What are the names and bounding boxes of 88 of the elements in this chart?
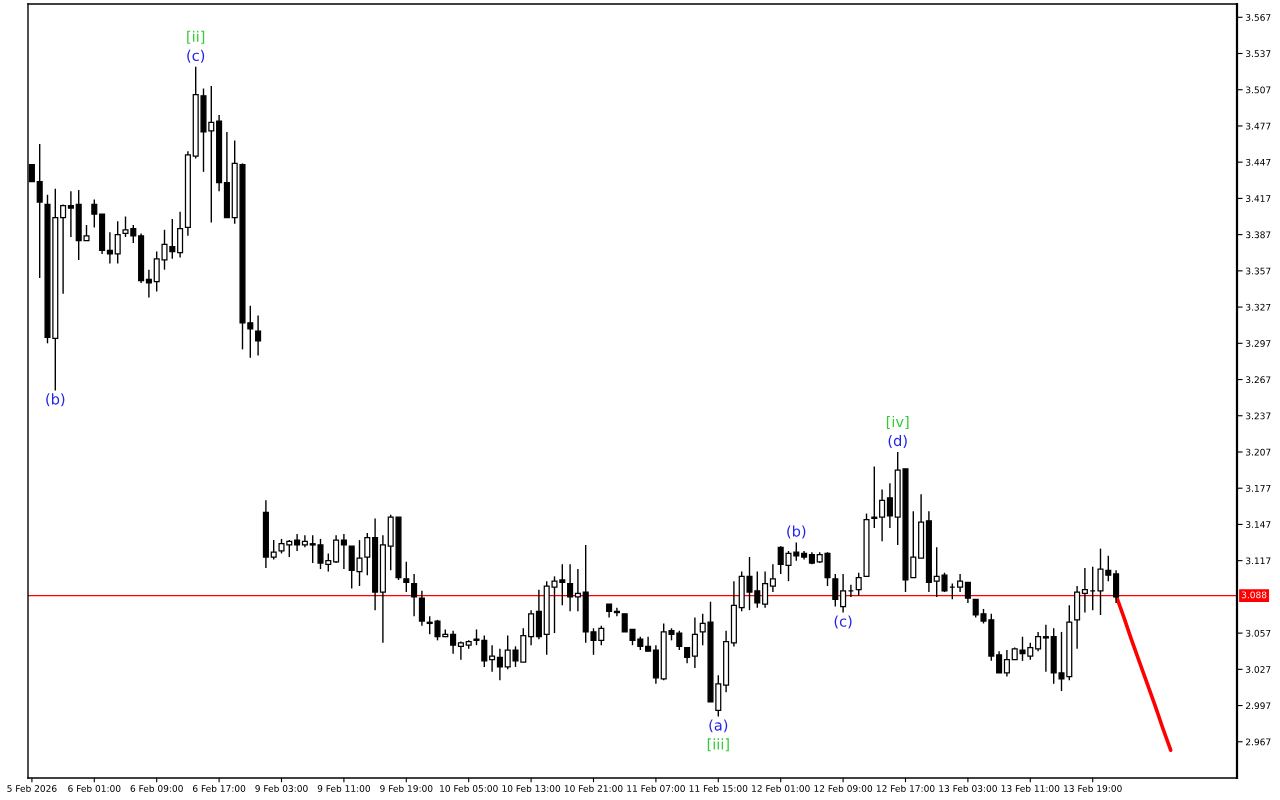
y-tick-label: 3.267: [1246, 376, 1271, 384]
candlestick: [964, 581, 971, 604]
candlestick: [1081, 567, 1088, 614]
candlestick: [855, 572, 862, 597]
y-tick-label: 3.057: [1246, 629, 1271, 637]
x-tick-label: 6 Feb 09:00: [130, 784, 183, 792]
candlestick: [613, 607, 620, 617]
candlestick: [418, 590, 425, 627]
x-tick-label: 9 Feb 19:00: [380, 784, 433, 792]
y-tick-label: 3.237: [1246, 412, 1271, 420]
y-tick-label: 3.387: [1246, 231, 1271, 239]
y-tick-label: 3.177: [1246, 484, 1271, 492]
y-tick-label: 3.027: [1246, 666, 1271, 673]
candlestick: [1042, 623, 1049, 673]
candlestick: [886, 482, 893, 529]
x-tick-label: 13 Feb 19:00: [1064, 784, 1122, 792]
candlestick: [106, 231, 113, 265]
x-tick-label: 10 Feb 21:00: [564, 784, 623, 792]
candlestick: [270, 539, 277, 561]
x-tick-label: 12 Feb 17:00: [876, 784, 935, 792]
candlestick: [645, 636, 652, 652]
candlestick: [340, 533, 347, 570]
candlestick: [528, 609, 535, 646]
x-tick-label: 13 Feb 11:00: [1001, 784, 1060, 792]
candlestick: [762, 570, 769, 609]
y-tick-label: 3.327: [1246, 303, 1271, 311]
candlestick: [114, 220, 121, 265]
candlestick: [411, 573, 418, 617]
annotation: (a): [709, 719, 728, 733]
candlestick: [871, 465, 878, 529]
y-tick-label: 3.297: [1246, 340, 1271, 347]
y-tick-label: 2.997: [1245, 702, 1271, 710]
candlestick: [255, 314, 262, 357]
candlestick: [60, 203, 67, 295]
y-tick-label: 3.417: [1246, 195, 1271, 202]
candlestick: [91, 198, 98, 229]
annotation: [iii]: [707, 738, 729, 752]
y-tick-label: 3.567: [1246, 14, 1271, 21]
y-tick-label: 3.537: [1246, 50, 1271, 58]
annotation: (b): [46, 393, 65, 407]
candlestick: [567, 563, 574, 613]
candlestick: [67, 190, 74, 238]
candlestick: [840, 573, 847, 614]
annotation: (c): [834, 615, 852, 629]
y-tick-label: 3.357: [1246, 267, 1271, 275]
x-tick-label: 12 Feb 01:00: [752, 784, 810, 792]
candlestick: [996, 650, 1003, 674]
candlestick: [145, 268, 152, 299]
candlestick: [364, 532, 371, 576]
annotation: (b): [787, 525, 806, 539]
annotation: [iv]: [886, 415, 909, 429]
y-tick-label: 3.477: [1246, 122, 1271, 130]
candlestick: [333, 534, 340, 564]
y-tick-label: 3.207: [1246, 448, 1271, 456]
y-tick-label: 3.507: [1246, 86, 1271, 94]
candlestick: [1035, 631, 1042, 652]
candlestick: [1003, 649, 1010, 678]
candlestick: [1113, 569, 1120, 604]
x-tick-label: 12 Feb 09:00: [814, 784, 873, 792]
annotation: (c): [187, 49, 205, 63]
x-tick-label: 11 Feb 07:00: [627, 784, 685, 792]
x-tick-label: 10 Feb 05:00: [440, 784, 498, 792]
x-tick-label: 9 Feb 03:00: [255, 784, 308, 792]
x-tick-label: 10 Feb 13:00: [502, 784, 561, 792]
candlestick: [496, 648, 503, 681]
y-tick-label: 2.967: [1245, 738, 1271, 746]
ref-line-label: 3.088: [1241, 591, 1267, 599]
candlestick: [450, 629, 457, 655]
candlestick: [574, 568, 581, 613]
candlestick: [691, 616, 698, 669]
candlestick: [36, 143, 43, 279]
x-tick-label: 13 Feb 03:00: [939, 784, 997, 792]
x-tick-label: 11 Feb 15:00: [689, 784, 748, 792]
candlestick: [489, 644, 496, 673]
x-tick-label: 5 Feb 2026: [7, 784, 57, 792]
candlestick: [832, 573, 839, 608]
candlestick: [879, 488, 886, 543]
annotation: (d): [888, 434, 907, 448]
y-tick-label: 3.117: [1246, 557, 1271, 565]
candlestick: [769, 563, 776, 593]
candlestick: [957, 573, 964, 593]
annotation: [ii]: [187, 30, 205, 44]
x-tick-label: 6 Feb 17:00: [192, 784, 246, 792]
x-tick-label: 6 Feb 01:00: [68, 784, 121, 792]
y-tick-label: 3.147: [1246, 521, 1271, 528]
x-tick-label: 9 Feb 11:00: [317, 784, 371, 792]
candlestick: [403, 561, 410, 593]
y-tick-label: 3.447: [1246, 158, 1271, 166]
